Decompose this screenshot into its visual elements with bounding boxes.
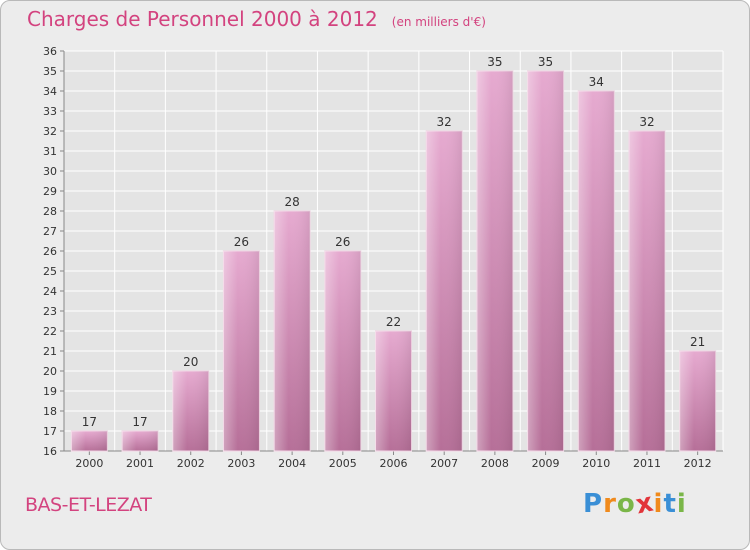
y-tick-label: 23 [43,305,57,318]
data-label-2001: 17 [132,415,147,429]
x-tick-label-2009: 2009 [532,457,560,470]
x-tick-label-2002: 2002 [177,457,205,470]
data-label-2009: 35 [538,55,553,69]
x-tick-label-2000: 2000 [75,457,103,470]
data-label-2004: 28 [284,195,299,209]
x-tick-label-2011: 2011 [633,457,661,470]
x-tick-label-2001: 2001 [126,457,154,470]
y-tick-label: 25 [43,265,57,278]
y-tick-label: 29 [43,185,57,198]
bar-shade-2012 [679,351,716,451]
x-tick-label-2012: 2012 [684,457,712,470]
x-tick-label-2010: 2010 [582,457,610,470]
y-tick-label: 30 [43,165,57,178]
bar-shade-2000 [71,431,108,451]
x-tick-label-2008: 2008 [481,457,509,470]
logo-letter: o [616,489,636,519]
bar-shade-2008 [476,71,513,451]
logo-letter: i [653,489,664,519]
y-tick-label: 33 [43,105,57,118]
data-label-2007: 32 [437,115,452,129]
bar-shade-2011 [628,131,665,451]
logo-letter: r [603,489,617,519]
bar-shade-2005 [324,251,361,451]
chart-title: Charges de Personnel 2000 à 2012 (en mill… [27,7,486,31]
data-label-2002: 20 [183,355,198,369]
x-tick-label-2005: 2005 [329,457,357,470]
y-tick-label: 34 [43,85,57,98]
bar-shade-2001 [122,431,159,451]
logo-letter: P [583,489,604,519]
bar-shade-2007 [426,131,463,451]
logo-letter: i [676,489,687,519]
data-label-2012: 21 [690,335,705,349]
data-label-2000: 17 [82,415,97,429]
y-tick-label: 16 [43,445,57,458]
y-tick-label: 32 [43,125,57,138]
y-tick-label: 28 [43,205,57,218]
y-tick-label: 20 [43,365,57,378]
proxiti-logo[interactable]: Proxiti [583,487,687,520]
bar-shade-2004 [274,211,311,451]
chart-subtitle: (en milliers d'€) [391,15,486,29]
data-label-2008: 35 [487,55,502,69]
data-label-2005: 26 [335,235,350,249]
y-tick-label: 35 [43,65,57,78]
y-tick-label: 31 [43,145,57,158]
x-tick-label-2007: 2007 [430,457,458,470]
y-tick-label: 22 [43,325,57,338]
data-label-2006: 22 [386,315,401,329]
logo-letter: t [663,489,677,519]
y-tick-label: 27 [43,225,57,238]
place-name: BAS-ET-LEZAT [25,494,152,516]
data-label-2011: 32 [639,115,654,129]
y-tick-label: 18 [43,405,57,418]
bar-shade-2003 [223,251,260,451]
x-tick-label-2003: 2003 [227,457,255,470]
y-tick-label: 26 [43,245,57,258]
x-tick-label-2006: 2006 [380,457,408,470]
y-tick-label: 36 [43,45,57,58]
bar-layer: 17 17 20 26 28 26 22 32 35 35 34 32 21 [70,55,717,452]
y-tick-label: 17 [43,425,57,438]
bar-shade-2009 [527,71,564,451]
y-tick-label: 24 [43,285,57,298]
data-label-2003: 26 [234,235,249,249]
bar-shade-2002 [172,371,209,451]
title-text: Charges de Personnel 2000 à 2012 [27,7,378,31]
y-tick-label: 21 [43,345,57,358]
x-tick-label-2004: 2004 [278,457,306,470]
data-label-2010: 34 [589,75,604,89]
bar-shade-2010 [578,91,615,451]
bar-shade-2006 [375,331,412,451]
y-tick-label: 19 [43,385,57,398]
